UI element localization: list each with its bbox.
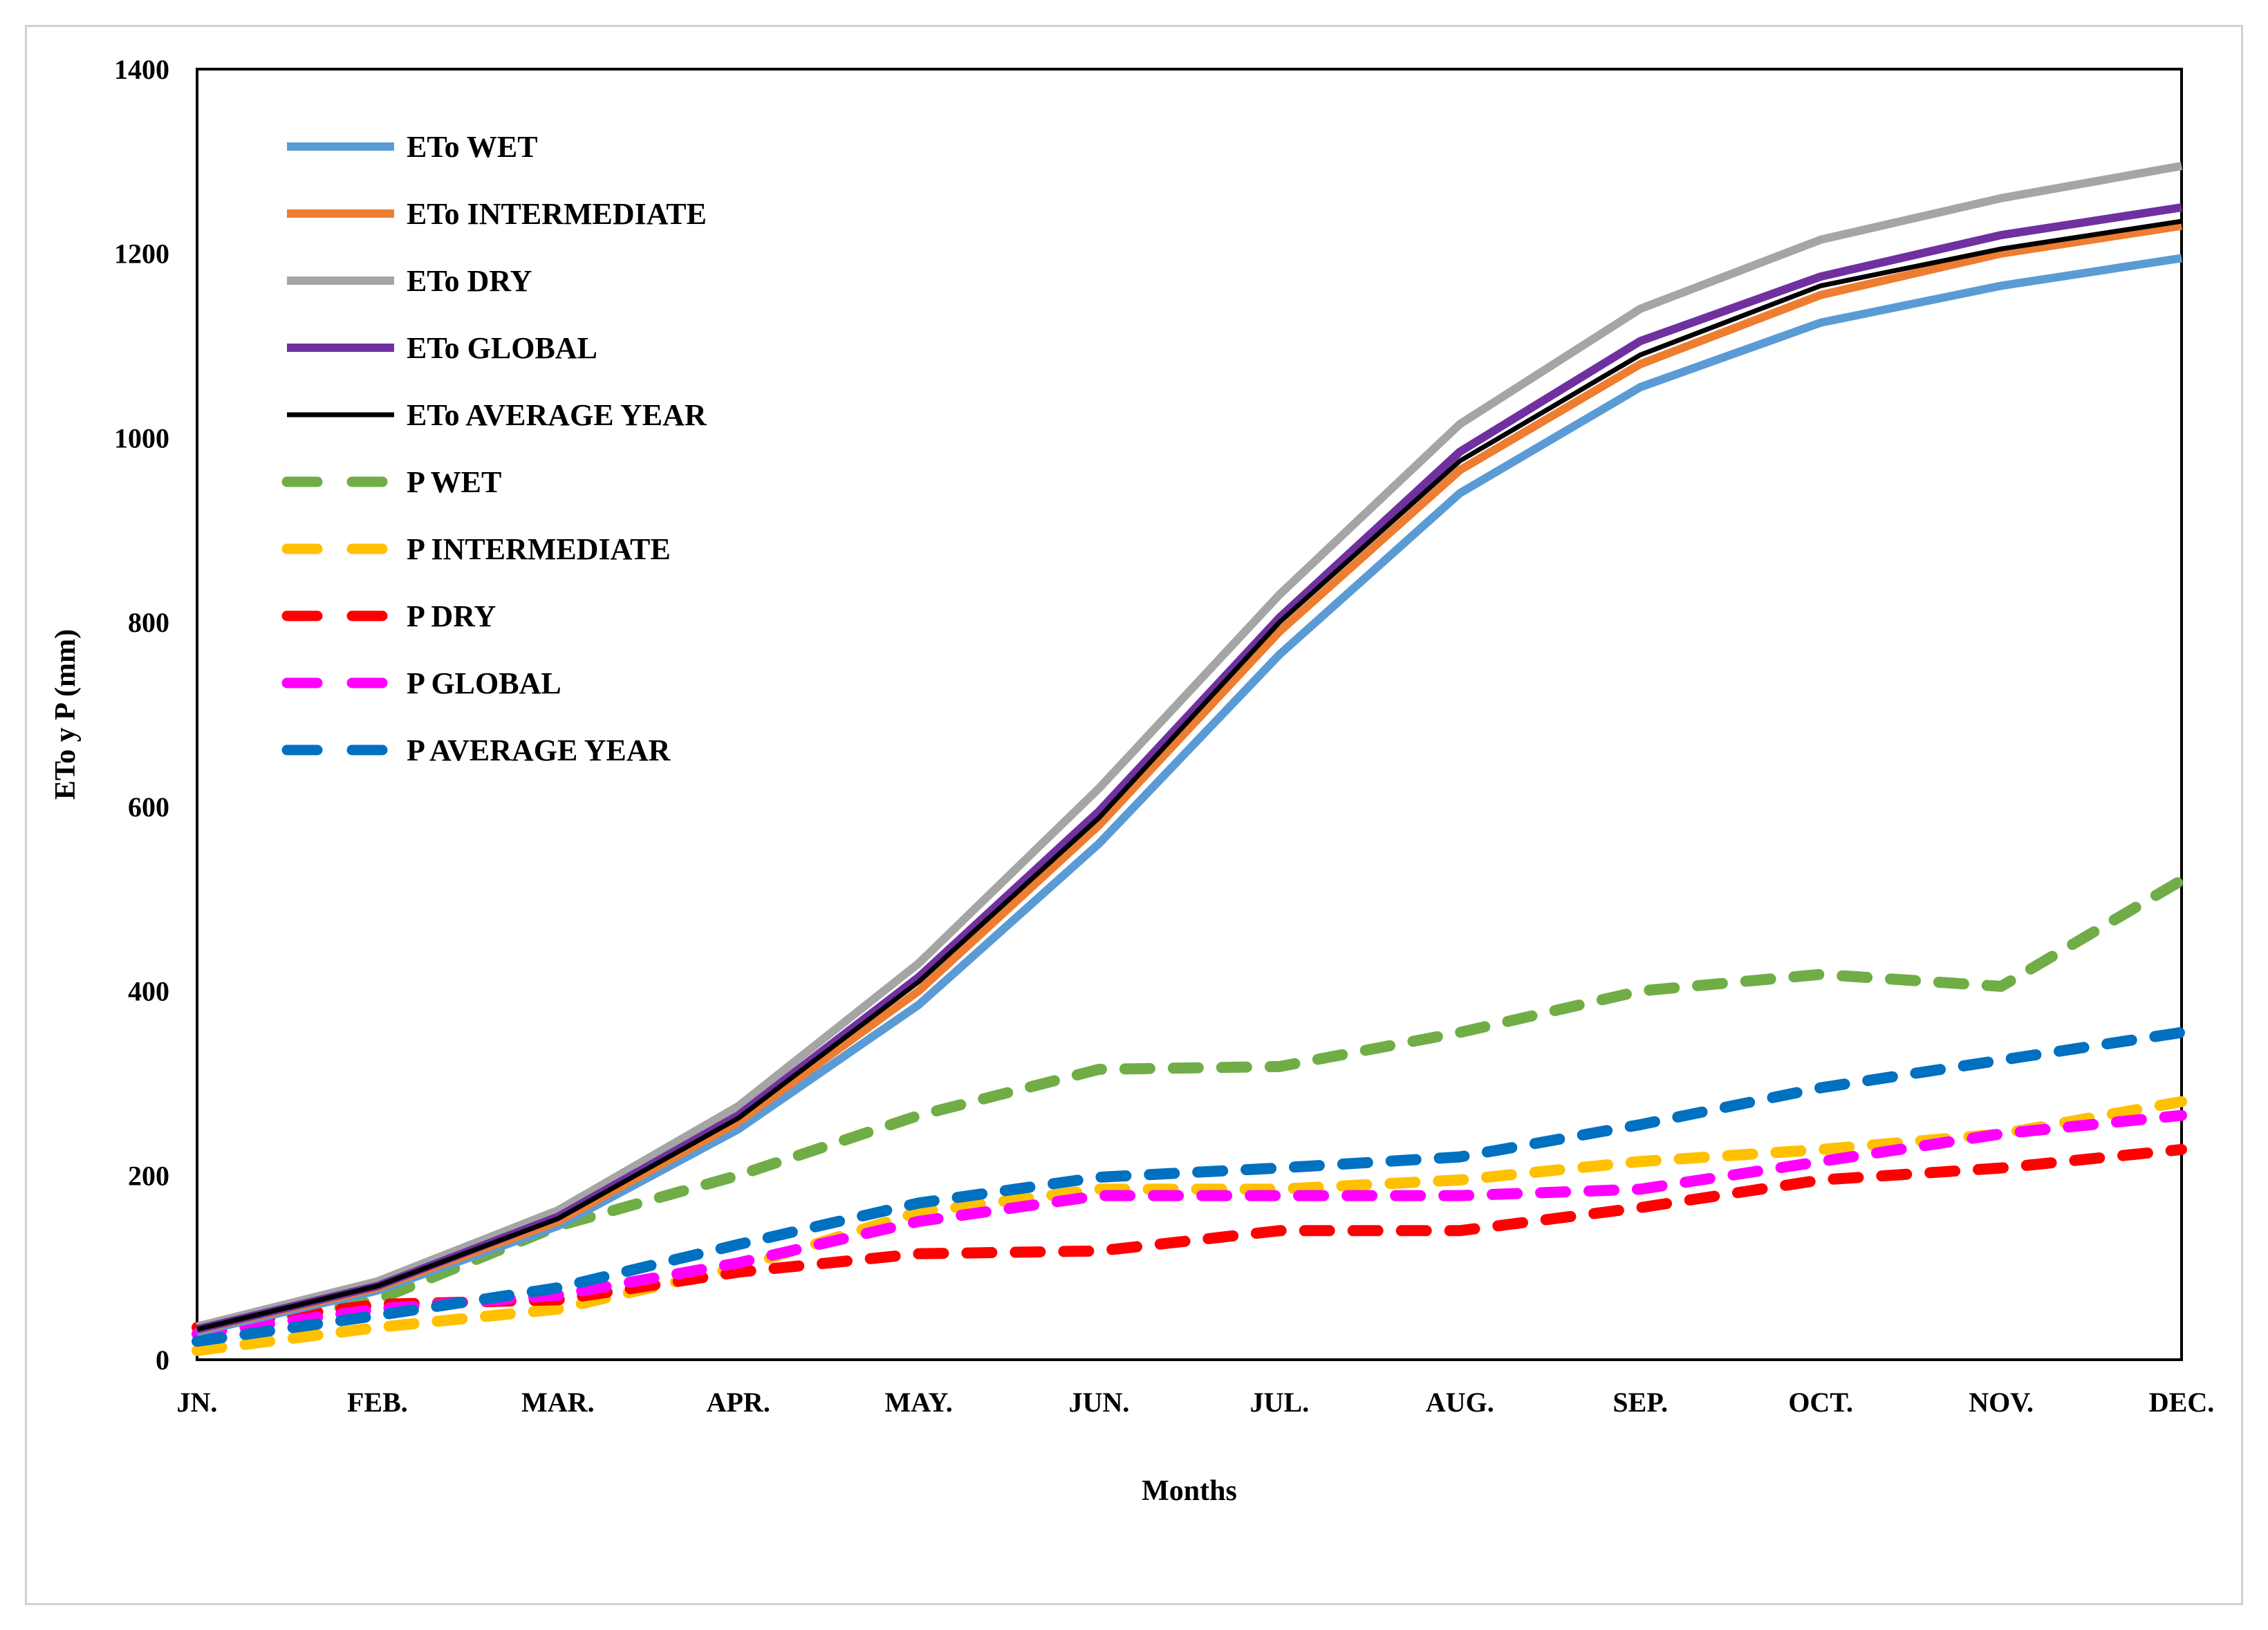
y-tick-label: 600 <box>128 791 169 823</box>
series-line-eto-average-year <box>196 218 2182 1332</box>
series-line-eto-dry <box>196 162 2183 1331</box>
legend-label-p-intermediate: P INTERMEDIATE <box>407 532 671 566</box>
x-tick-label: MAY. <box>885 1387 953 1418</box>
x-tick-label: DEC. <box>2149 1387 2214 1418</box>
x-tick-label: SEP. <box>1612 1387 1668 1418</box>
y-tick-label: 400 <box>128 976 169 1007</box>
x-tick-label: MAR. <box>521 1387 595 1418</box>
x-tick-label: JN. <box>177 1387 218 1418</box>
series-line-p-intermediate <box>192 1096 2187 1356</box>
series-line-p-average-year <box>192 1027 2187 1347</box>
series-line-p-global <box>192 1109 2187 1340</box>
legend-label-p-global: P GLOBAL <box>407 666 561 700</box>
x-tick-label: AUG. <box>1426 1387 1494 1418</box>
y-tick-label: 0 <box>156 1345 169 1376</box>
x-tick-label: JUL. <box>1250 1387 1310 1418</box>
legend: ETo WET ETo INTERMEDIATE ETo DRY ETo GLOBAL… <box>281 130 707 767</box>
legend-label-eto-wet: ETo WET <box>407 130 538 164</box>
x-tick-label: APR. <box>707 1387 770 1418</box>
x-tick-label: JUN. <box>1069 1387 1130 1418</box>
y-tick-label: 1000 <box>114 422 169 453</box>
x-tick-label: OCT. <box>1788 1387 1853 1418</box>
y-tick-label: 1200 <box>114 238 169 270</box>
legend-label-eto-intermediate: ETo INTERMEDIATE <box>407 197 707 231</box>
x-axis-title: Months <box>1142 1475 1237 1507</box>
x-tick-label: NOV. <box>1969 1387 2034 1418</box>
y-tick-label: 800 <box>128 607 169 638</box>
legend-label-p-wet: P WET <box>407 465 501 499</box>
legend-label-p-dry: P DRY <box>407 599 496 633</box>
series-layer <box>192 162 2187 1356</box>
legend-label-eto-average-year: ETo AVERAGE YEAR <box>407 398 707 432</box>
y-tick-label: 1400 <box>114 54 169 85</box>
legend-label-eto-global: ETo GLOBAL <box>407 331 597 365</box>
y-tick-label: 200 <box>128 1160 169 1191</box>
series-line-p-dry <box>192 1143 2187 1333</box>
y-axis-title: ETo y P (mm) <box>50 629 82 800</box>
legend-label-p-average-year: P AVERAGE YEAR <box>407 733 671 767</box>
x-axis: JN. FEB. MAR. APR. MAY. JUN. JUL. AUG. SEP. OCT. N… <box>177 1387 2215 1418</box>
x-tick-label: FEB. <box>347 1387 408 1418</box>
legend-label-eto-dry: ETo DRY <box>407 264 532 298</box>
y-axis: 0 200 400 600 800 1000 1200 1400 <box>114 54 169 1376</box>
